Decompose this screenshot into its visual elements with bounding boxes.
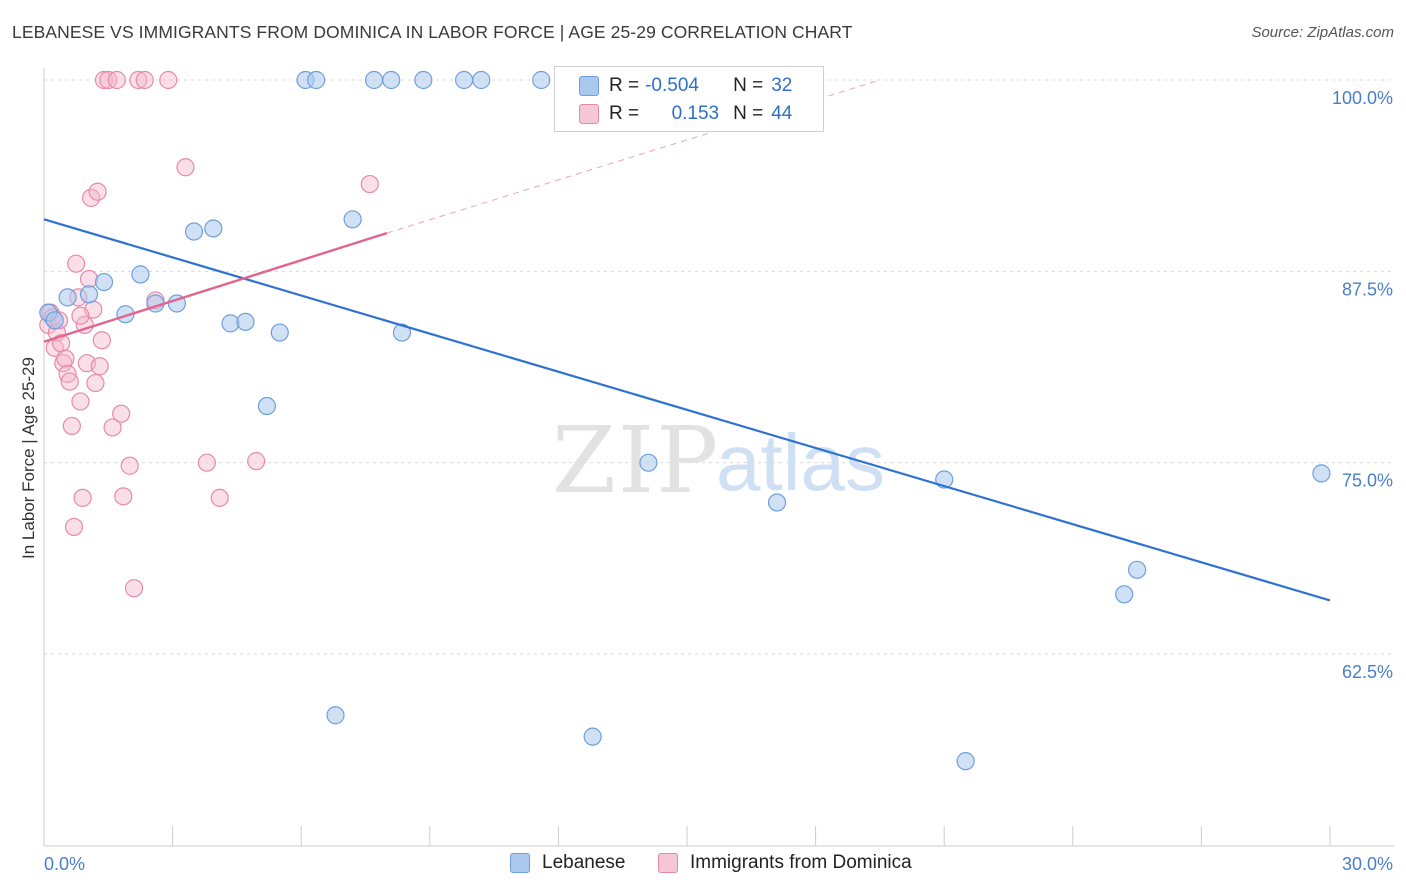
series-dominica-points (39, 70, 379, 598)
x-tick-label: 0.0% (44, 854, 85, 874)
data-point-lebanese (454, 70, 474, 90)
data-point-dominica (90, 357, 109, 376)
series-legend-swatch-lebanese (510, 853, 530, 873)
axes (43, 68, 1394, 847)
legend-row-lebanese: R = -0.504 N = 32 (555, 72, 792, 100)
series-lebanese-points (39, 70, 1331, 771)
legend-r-label: R = (609, 75, 640, 96)
data-point-dominica (247, 452, 266, 471)
trend-line-lebanese (43, 218, 1331, 602)
y-tick-label: 87.5% (1342, 279, 1393, 299)
series-legend-swatch-dominica (658, 853, 678, 873)
watermark-zip: ZIP (552, 407, 720, 514)
data-point-dominica (86, 373, 105, 393)
data-point-dominica (112, 404, 131, 423)
data-point-dominica (159, 70, 178, 90)
trend-lines (43, 79, 1331, 602)
legend-r-label: R = (609, 103, 640, 124)
legend-swatch-lebanese (579, 76, 599, 96)
series-legend-dominica[interactable]: Immigrants from Dominica (658, 852, 912, 874)
data-point-lebanese (58, 288, 77, 307)
data-point-lebanese (639, 453, 658, 472)
y-tick-label: 75.0% (1342, 471, 1393, 491)
data-point-lebanese (956, 752, 975, 771)
grid-lines (44, 79, 1394, 655)
legend-swatch-dominica (579, 104, 599, 124)
data-point-dominica (67, 254, 86, 273)
correlation-legend: R = -0.504 N = 32 R = 0.153 N = 44 (554, 66, 824, 132)
legend-n-label: N = (733, 75, 764, 96)
data-point-dominica (114, 487, 133, 506)
data-point-dominica (135, 70, 154, 90)
data-point-lebanese (364, 70, 384, 90)
data-point-lebanese (583, 727, 602, 746)
data-point-lebanese (79, 285, 99, 304)
y-tick-label: 62.5% (1342, 662, 1393, 682)
data-point-lebanese (131, 265, 150, 284)
series-legend-lebanese[interactable]: Lebanese (510, 852, 625, 874)
legend-r-value: 0.153 (671, 103, 720, 124)
data-point-dominica (71, 306, 90, 325)
legend-row-dominica: R = 0.153 N = 44 (555, 100, 792, 128)
data-point-lebanese (343, 210, 362, 229)
legend-n-label: N = (733, 103, 764, 124)
data-point-dominica (124, 579, 144, 598)
data-point-lebanese (257, 396, 277, 416)
data-point-dominica (92, 331, 111, 350)
data-point-dominica (56, 349, 75, 368)
data-point-dominica (71, 392, 90, 411)
data-point-dominica (103, 418, 122, 437)
tick-labels: 100.0% 87.5% 75.0% 62.5% 0.0% 30.0% (44, 88, 1393, 874)
series-legend-label: Immigrants from Dominica (690, 852, 912, 873)
data-point-dominica (73, 488, 92, 507)
data-point-dominica (197, 453, 216, 472)
data-point-dominica (64, 517, 84, 537)
data-point-dominica (360, 174, 379, 194)
legend-n-value: 32 (771, 75, 793, 96)
data-point-lebanese (204, 219, 223, 238)
data-point-lebanese (236, 312, 255, 331)
data-point-dominica (62, 416, 81, 436)
series-legend: Lebanese Immigrants from Dominica (0, 852, 1406, 878)
chart-title: LEBANESE VS IMMIGRANTS FROM DOMINICA IN … (12, 22, 853, 42)
source-label: Source: ZipAtlas.com (1251, 24, 1394, 41)
legend-r-value: -0.504 (645, 75, 699, 96)
data-point-lebanese (221, 314, 240, 333)
data-point-lebanese (472, 70, 491, 90)
data-point-dominica (79, 269, 99, 289)
data-point-lebanese (307, 70, 326, 90)
data-point-dominica (176, 158, 195, 177)
x-tick-label: 30.0% (1342, 854, 1393, 874)
data-point-dominica (88, 182, 107, 201)
series-legend-label: Lebanese (542, 852, 626, 873)
data-point-dominica (60, 372, 79, 391)
data-point-dominica (129, 70, 148, 90)
data-point-lebanese (326, 706, 345, 725)
data-point-lebanese (532, 70, 551, 90)
data-point-lebanese (392, 323, 412, 342)
data-point-lebanese (270, 323, 289, 342)
data-point-lebanese (94, 272, 114, 292)
data-point-dominica (94, 70, 114, 90)
data-point-lebanese (1312, 464, 1331, 483)
data-point-lebanese (1115, 585, 1134, 604)
data-point-lebanese (382, 70, 401, 90)
y-axis-label: In Labor Force | Age 25-29 (19, 357, 38, 559)
legend-n-value: 44 (771, 103, 793, 124)
trend-line-dominica (43, 231, 388, 343)
data-point-dominica (120, 456, 139, 475)
data-point-lebanese (767, 493, 787, 512)
data-point-dominica (210, 488, 229, 507)
data-point-lebanese (1127, 560, 1147, 579)
data-point-lebanese (414, 70, 433, 90)
y-tick-label: 100.0% (1332, 88, 1393, 108)
watermark-atlas: atlas (716, 418, 885, 507)
watermark: ZIP atlas (552, 407, 885, 514)
data-point-lebanese (45, 311, 64, 330)
data-point-dominica (107, 70, 126, 90)
data-point-lebanese (184, 222, 204, 241)
